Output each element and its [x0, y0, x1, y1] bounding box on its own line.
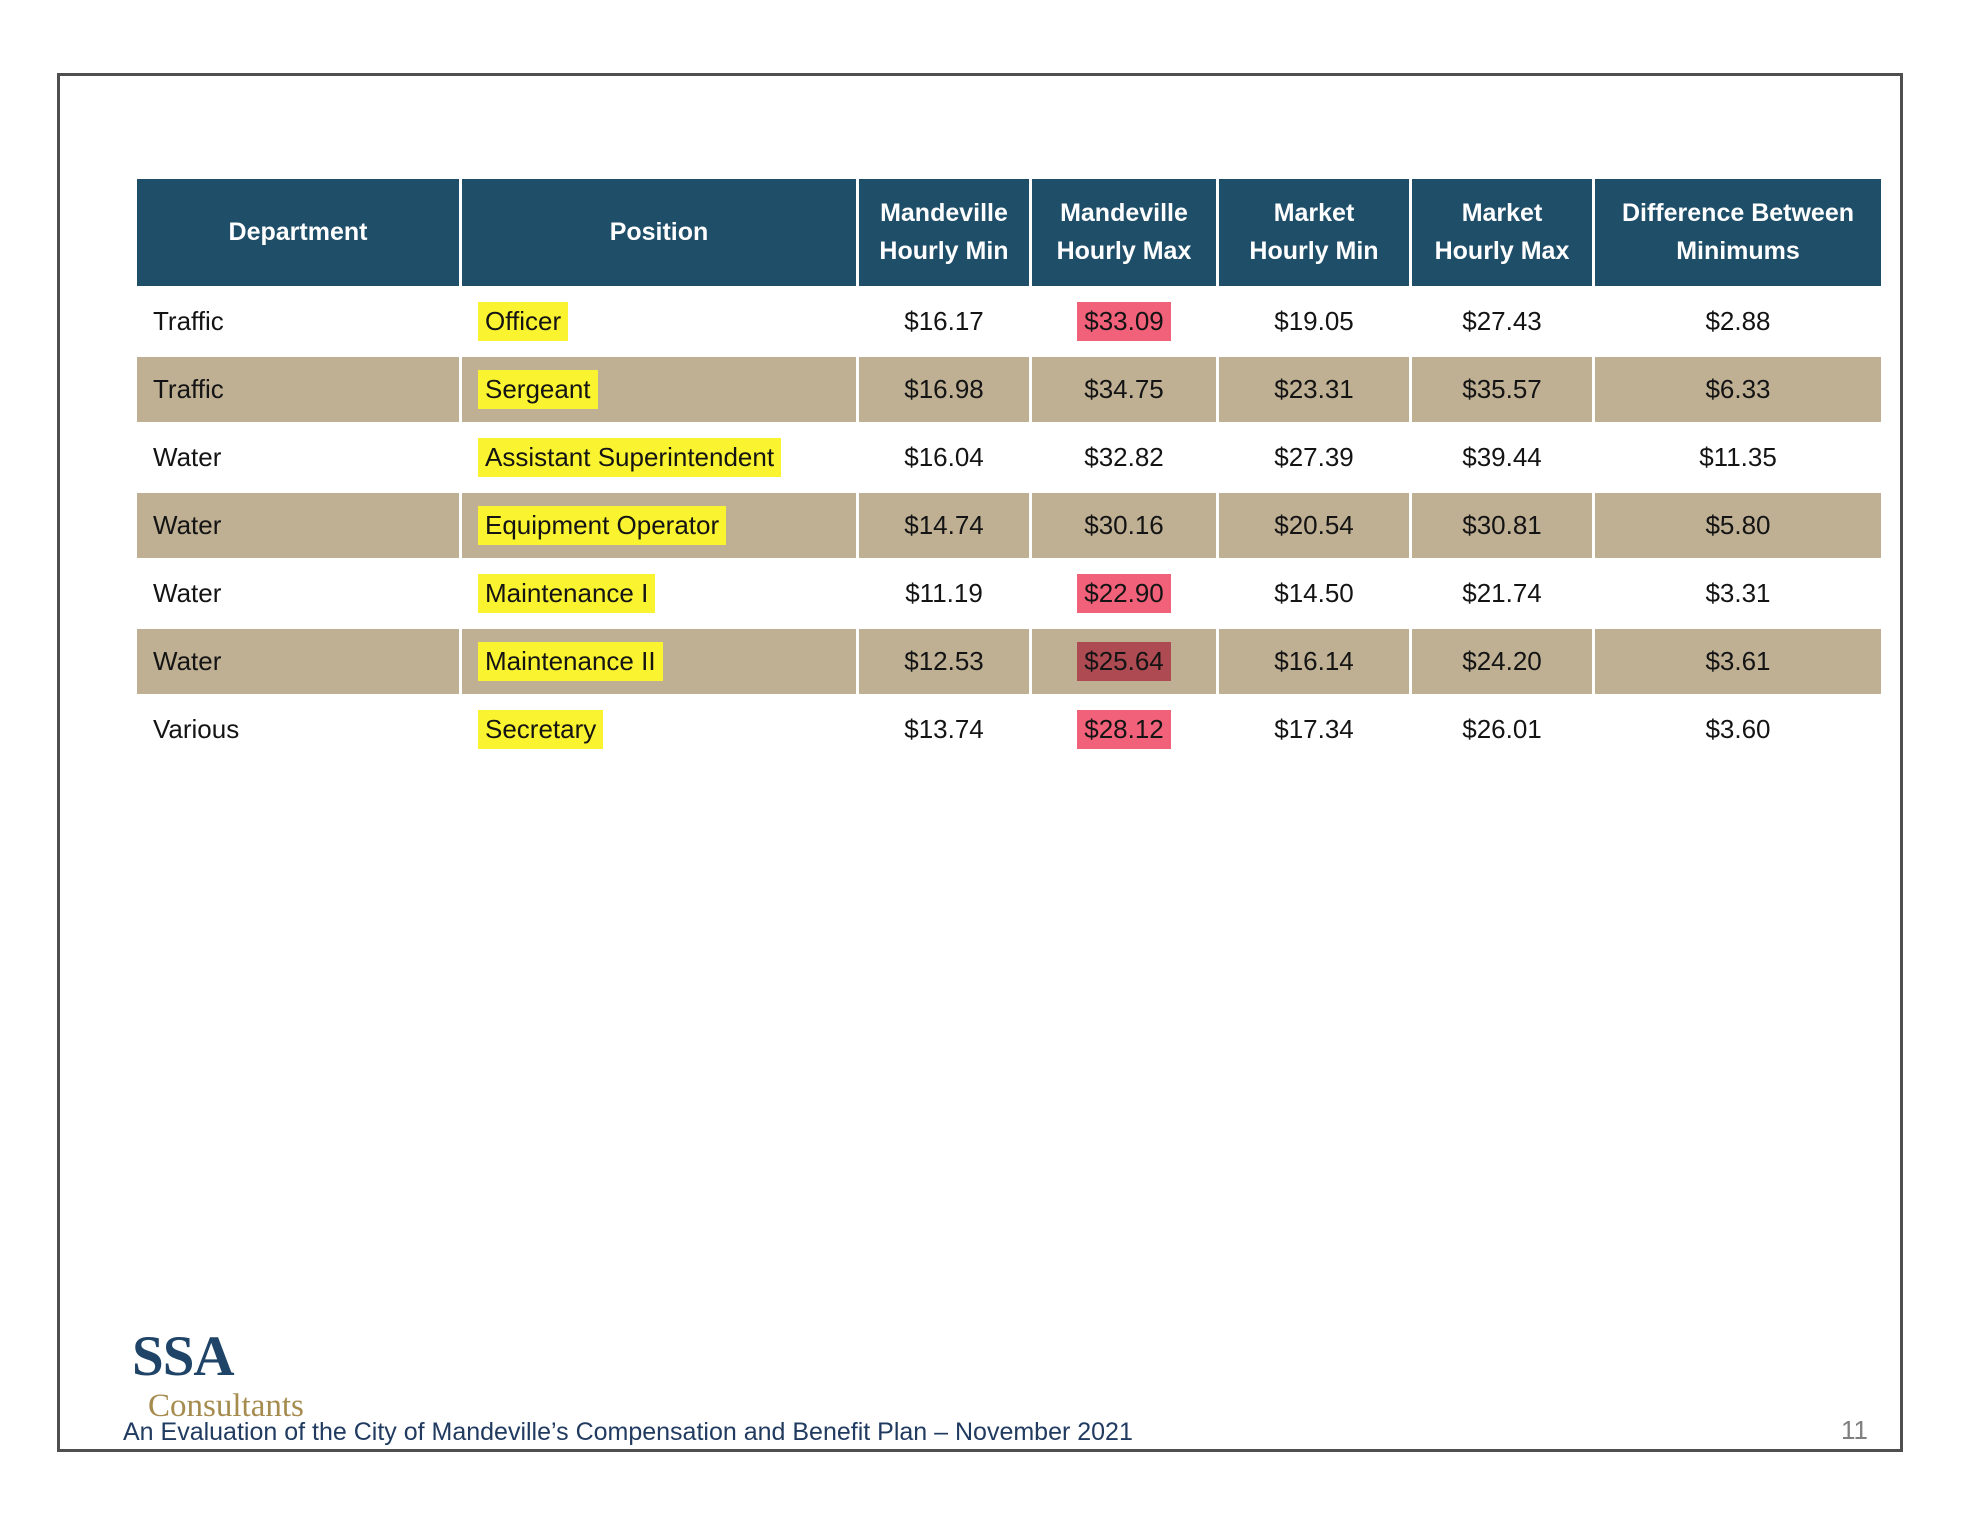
cell-mandeville-hourly-min: $12.53 [859, 629, 1029, 694]
cell-mandeville-hourly-max: $34.75 [1032, 357, 1216, 422]
cell-market-hourly-max: $30.81 [1412, 493, 1592, 558]
cell-difference-between-minimums: $5.80 [1595, 493, 1881, 558]
cell-position: Assistant Superintendent [462, 425, 856, 490]
cell-mandeville-hourly-min: $16.04 [859, 425, 1029, 490]
column-header-mandeville-hourly-max: Mandeville Hourly Max [1032, 179, 1216, 286]
cell-mandeville-hourly-max: $32.82 [1032, 425, 1216, 490]
cell-market-hourly-max: $27.43 [1412, 289, 1592, 354]
highlight-yellow: Maintenance I [478, 574, 656, 613]
cell-market-hourly-max: $26.01 [1412, 697, 1592, 762]
highlight-darkred: $25.64 [1077, 642, 1171, 681]
column-header-department: Department [137, 179, 459, 286]
cell-department: Water [137, 425, 459, 490]
cell-position: Sergeant [462, 357, 856, 422]
table-row: Water Assistant Superintendent $16.04 $32.8… [137, 425, 1881, 490]
table-header-row: Department Position Mandeville Hourly Mi… [137, 179, 1881, 286]
table-row: Water Equipment Operator $14.74 $30.16 $20.5… [137, 493, 1881, 558]
table-row: Traffic Sergeant $16.98 $34.75 $23.31 $35.57 $… [137, 357, 1881, 422]
cell-market-hourly-max: $35.57 [1412, 357, 1592, 422]
cell-mandeville-hourly-max: $30.16 [1032, 493, 1216, 558]
cell-difference-between-minimums: $3.61 [1595, 629, 1881, 694]
column-header-market-hourly-max: Market Hourly Max [1412, 179, 1592, 286]
highlight-yellow: Officer [478, 302, 569, 341]
cell-difference-between-minimums: $6.33 [1595, 357, 1881, 422]
highlight-yellow: Secretary [478, 710, 604, 749]
cell-mandeville-hourly-max: $28.12 [1032, 697, 1216, 762]
table-row: Traffic Officer $16.17 $33.09 $19.05 $27.43 $2… [137, 289, 1881, 354]
table-row: Water Maintenance II $12.53 $25.64 $16.14 $24… [137, 629, 1881, 694]
cell-difference-between-minimums: $3.31 [1595, 561, 1881, 626]
column-header-mandeville-hourly-min: Mandeville Hourly Min [859, 179, 1029, 286]
column-header-difference-between-minimums: Difference Between Minimums [1595, 179, 1881, 286]
cell-mandeville-hourly-max: $22.90 [1032, 561, 1216, 626]
highlight-pink: $22.90 [1077, 574, 1171, 613]
cell-market-hourly-min: $23.31 [1219, 357, 1409, 422]
ssa-consultants-logo: SSA Consultants [132, 1328, 304, 1423]
cell-mandeville-hourly-min: $16.98 [859, 357, 1029, 422]
table-row: Water Maintenance I $11.19 $22.90 $14.50 $21.… [137, 561, 1881, 626]
cell-mandeville-hourly-max: $25.64 [1032, 629, 1216, 694]
cell-position: Secretary [462, 697, 856, 762]
cell-department: Water [137, 561, 459, 626]
cell-market-hourly-max: $21.74 [1412, 561, 1592, 626]
cell-market-hourly-min: $17.34 [1219, 697, 1409, 762]
cell-mandeville-hourly-min: $13.74 [859, 697, 1029, 762]
compensation-table: Department Position Mandeville Hourly Mi… [137, 179, 1881, 762]
cell-position: Maintenance I [462, 561, 856, 626]
cell-market-hourly-min: $19.05 [1219, 289, 1409, 354]
highlight-yellow: Maintenance II [478, 642, 663, 681]
cell-department: Water [137, 629, 459, 694]
table-body: Traffic Officer $16.17 $33.09 $19.05 $27.43 $2… [137, 289, 1881, 762]
highlight-yellow: Equipment Operator [478, 506, 727, 545]
slide-frame: Department Position Mandeville Hourly Mi… [57, 73, 1903, 1452]
cell-difference-between-minimums: $3.60 [1595, 697, 1881, 762]
cell-market-hourly-min: $16.14 [1219, 629, 1409, 694]
cell-department: Traffic [137, 357, 459, 422]
cell-market-hourly-max: $24.20 [1412, 629, 1592, 694]
cell-position: Maintenance II [462, 629, 856, 694]
footer-title: An Evaluation of the City of Mandeville’… [123, 1418, 1133, 1446]
cell-mandeville-hourly-min: $11.19 [859, 561, 1029, 626]
cell-market-hourly-min: $20.54 [1219, 493, 1409, 558]
cell-department: Various [137, 697, 459, 762]
logo-secondary-text: Consultants [148, 1388, 304, 1424]
table-row: Various Secretary $13.74 $28.12 $17.34 $26.01… [137, 697, 1881, 762]
logo-primary-text: SSA [132, 1325, 235, 1388]
cell-market-hourly-min: $14.50 [1219, 561, 1409, 626]
cell-difference-between-minimums: $11.35 [1595, 425, 1881, 490]
column-header-market-hourly-min: Market Hourly Min [1219, 179, 1409, 286]
cell-department: Traffic [137, 289, 459, 354]
cell-market-hourly-min: $27.39 [1219, 425, 1409, 490]
cell-position: Equipment Operator [462, 493, 856, 558]
cell-department: Water [137, 493, 459, 558]
highlight-yellow: Assistant Superintendent [478, 438, 782, 477]
highlight-yellow: Sergeant [478, 370, 598, 409]
highlight-pink: $28.12 [1077, 710, 1171, 749]
cell-mandeville-hourly-max: $33.09 [1032, 289, 1216, 354]
page-number: 11 [1841, 1415, 1868, 1445]
cell-mandeville-hourly-min: $14.74 [859, 493, 1029, 558]
cell-market-hourly-max: $39.44 [1412, 425, 1592, 490]
cell-difference-between-minimums: $2.88 [1595, 289, 1881, 354]
cell-position: Officer [462, 289, 856, 354]
cell-mandeville-hourly-min: $16.17 [859, 289, 1029, 354]
column-header-position: Position [462, 179, 856, 286]
highlight-pink: $33.09 [1077, 302, 1171, 341]
